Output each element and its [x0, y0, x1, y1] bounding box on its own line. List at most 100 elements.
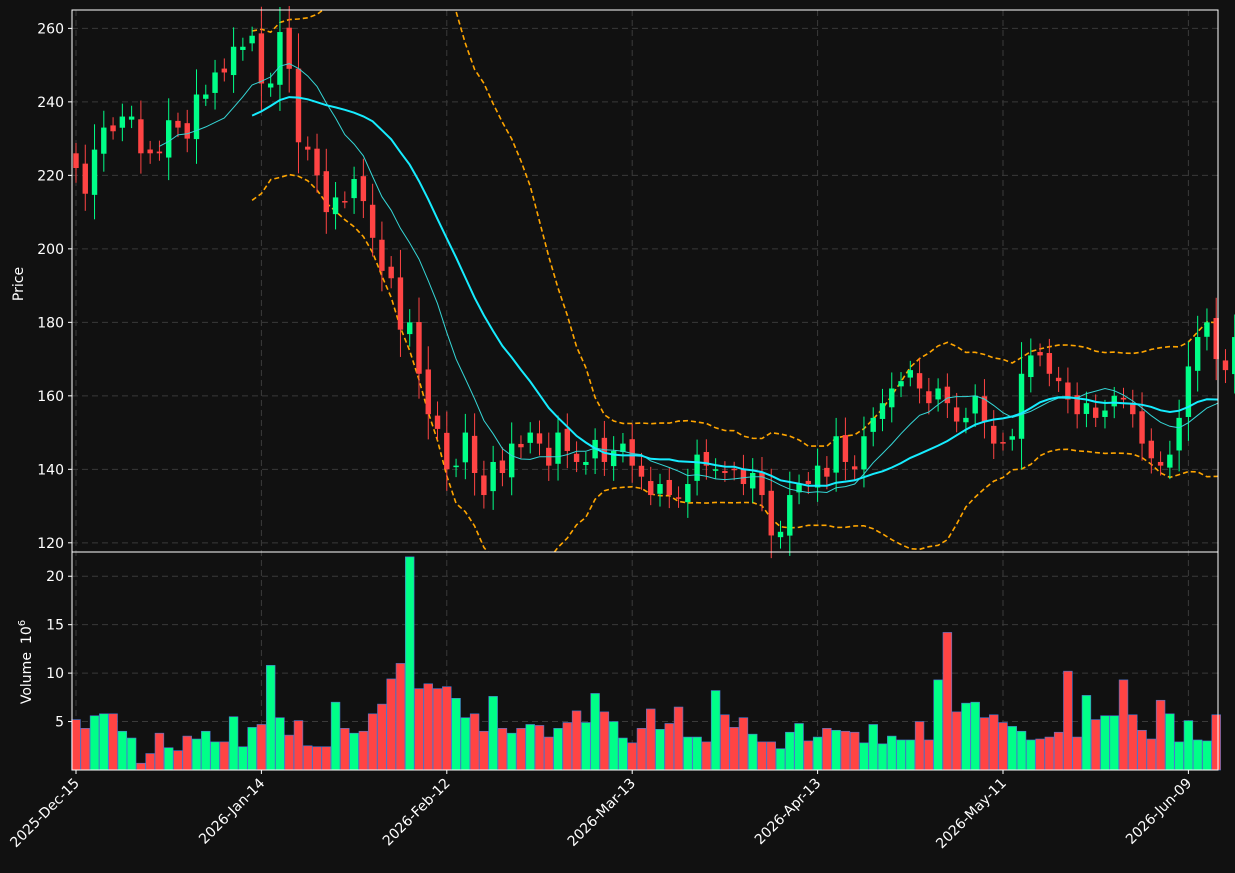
candle-body-down	[1093, 407, 1099, 418]
candle-body-up	[610, 450, 617, 467]
volume-bar-down	[219, 741, 230, 771]
volume-bar-up	[201, 730, 211, 771]
volume-bar-down	[1053, 731, 1064, 771]
moving-averages	[159, 63, 1218, 494]
candle-body-up	[1111, 395, 1117, 407]
volume-bar-down	[673, 706, 684, 771]
volume-bar-up	[99, 713, 109, 771]
volume-bar-down	[1118, 679, 1129, 771]
volume-bar-up	[1081, 695, 1092, 771]
candle-body-up	[935, 388, 941, 400]
candle-body-up	[879, 403, 886, 419]
volume-bar-up	[1026, 739, 1036, 771]
volume-bar-up	[1202, 740, 1212, 771]
volume-bar-up	[265, 665, 276, 771]
volume-bar-up	[247, 727, 257, 771]
volume-bar-down	[469, 713, 480, 771]
volume-bar-up	[785, 731, 795, 771]
volume-bar-down	[1155, 699, 1166, 771]
volume-bar-up	[238, 746, 248, 771]
candle-body-down	[138, 119, 144, 154]
candle-body-down	[499, 460, 506, 473]
volume-bar-up	[89, 715, 100, 771]
candle-body-up	[1018, 373, 1025, 439]
candle-body-down	[258, 33, 265, 84]
volume-bar-up	[655, 729, 665, 771]
volume-bar-down	[340, 728, 350, 771]
volume-bar-up	[349, 732, 359, 771]
grid-lines	[72, 10, 1218, 770]
volume-axis-label: Volume 106	[17, 620, 35, 704]
candle-body-down	[1139, 411, 1145, 444]
volume-bar-up	[1109, 715, 1119, 771]
candle-body-up	[240, 46, 246, 50]
volume-bar-down	[71, 719, 81, 771]
price-tick-label: 200	[37, 242, 64, 258]
candle-body-up	[351, 179, 357, 199]
candle-body-up	[1176, 417, 1182, 451]
candles	[73, 6, 1235, 559]
volume-bar-up	[887, 735, 897, 771]
candle-body-down	[926, 391, 932, 404]
candle-body-up	[1083, 403, 1090, 414]
volume-bar-down	[701, 741, 712, 771]
candle-body-down	[221, 68, 228, 73]
volume-bar-up	[1183, 720, 1194, 771]
volume-bar-down	[766, 741, 776, 771]
candle-body-up	[1194, 337, 1201, 371]
volume-bar-up	[933, 679, 943, 771]
volume-bar-down	[646, 708, 656, 771]
candle-body-down	[360, 176, 367, 202]
candle-body-down	[1074, 395, 1080, 415]
volume-bar-up	[692, 736, 702, 771]
volume-bar-down	[664, 723, 674, 771]
volume-bar-down	[182, 735, 192, 771]
volume-bar-up	[1007, 726, 1017, 771]
candle-body-down	[536, 433, 543, 444]
volume-bar-down	[1128, 714, 1138, 771]
candle-body-down	[916, 373, 923, 389]
candle-body-up	[685, 484, 691, 503]
candle-body-up	[101, 127, 107, 154]
candle-body-up	[555, 432, 561, 464]
volume-bar-down	[497, 728, 508, 771]
volume-bar-down	[256, 724, 267, 771]
candle-body-up	[796, 484, 802, 493]
volume-bar-down	[534, 725, 545, 771]
candle-body-down	[156, 151, 163, 154]
candle-body-up	[833, 436, 839, 473]
volume-bar-down	[729, 727, 739, 771]
candle-body-up	[453, 465, 459, 468]
candle-body-down	[481, 475, 487, 496]
volume-bar-down	[562, 722, 573, 771]
volume-bar-down	[979, 717, 990, 771]
volume-bar-up	[868, 724, 878, 771]
candle-body-down	[518, 443, 524, 448]
volume-bar-down	[571, 710, 582, 771]
volume-bar-down	[432, 688, 443, 771]
candle-body-up	[1204, 322, 1210, 337]
candle-body-down	[991, 425, 997, 444]
volume-bar-down	[145, 753, 155, 771]
volume-bar-up	[618, 737, 628, 771]
volume-tick-label: 10	[46, 666, 64, 682]
candle-body-up	[249, 35, 255, 44]
candle-body-down	[944, 386, 951, 404]
candle-body-up	[212, 72, 218, 93]
volume-bar-down	[442, 686, 452, 771]
candle-body-down	[1055, 377, 1062, 382]
volume-bar-up	[877, 743, 888, 771]
volume-bar-down	[1063, 670, 1073, 771]
volume-bar-down	[1146, 738, 1157, 771]
volume-bar-up	[748, 733, 758, 771]
candle-body-up	[166, 120, 172, 158]
volume-bar-down	[312, 746, 322, 771]
volume-bar-up	[330, 701, 341, 771]
candle-body-down	[342, 201, 348, 203]
volume-bar-down	[544, 736, 554, 771]
candle-body-up	[1102, 410, 1108, 417]
candle-body-down	[638, 465, 645, 477]
candle-body-down	[1157, 461, 1164, 466]
candle-body-up	[462, 432, 469, 463]
volume-bar-up	[1165, 713, 1175, 771]
